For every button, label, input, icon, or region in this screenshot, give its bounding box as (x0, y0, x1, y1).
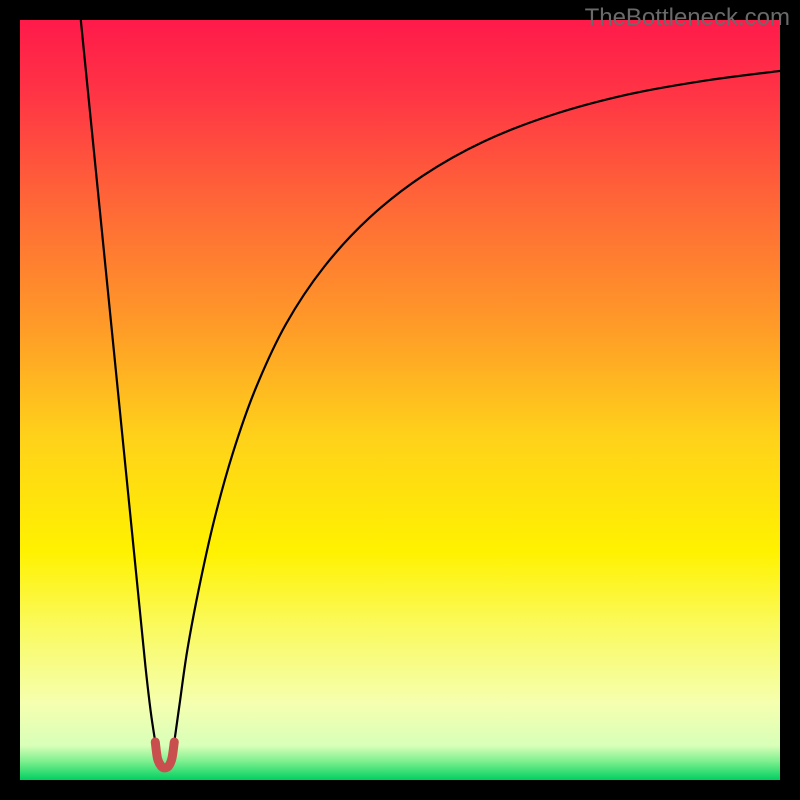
chart-svg (0, 0, 800, 800)
plot-background (20, 20, 780, 780)
chart-root: TheBottleneck.com (0, 0, 800, 800)
